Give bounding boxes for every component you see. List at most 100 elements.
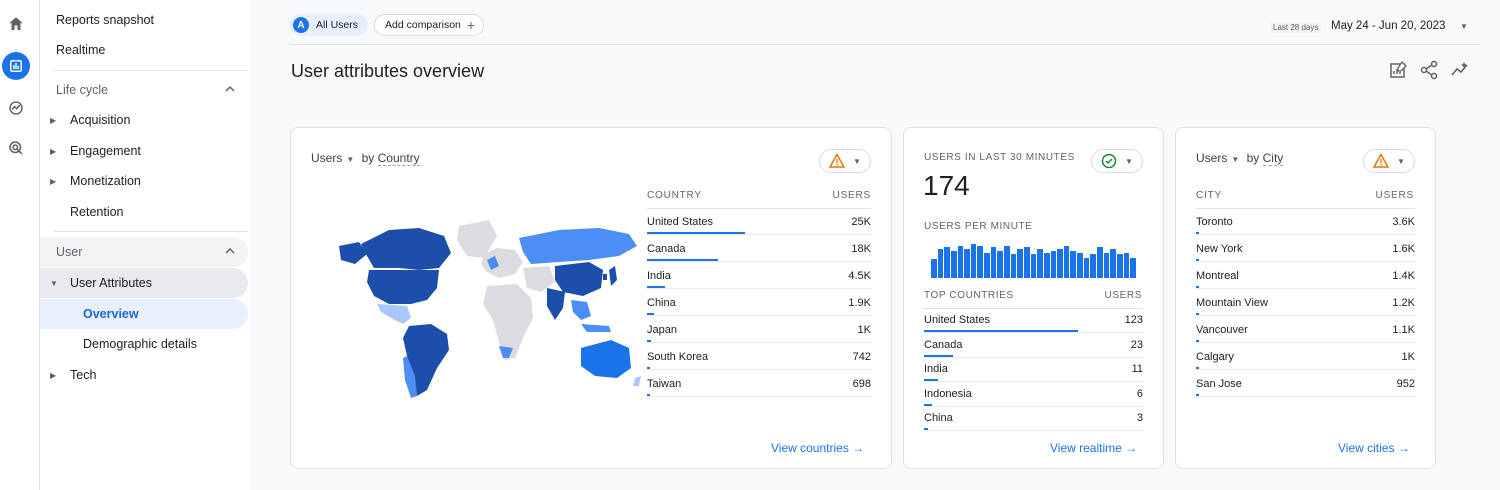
view-realtime-link[interactable]: View realtime → xyxy=(1050,441,1137,455)
advertising-icon[interactable] xyxy=(4,136,28,160)
table-row-value: 6 xyxy=(1136,387,1143,400)
table-row-divider xyxy=(1196,396,1415,397)
view-cities-link[interactable]: View cities → xyxy=(1338,441,1410,455)
nav-engagement[interactable]: ▶ Engagement xyxy=(40,136,248,166)
table-row-label[interactable]: Canada xyxy=(647,243,686,255)
date-range-picker[interactable]: May 24 - Jun 20, 2023 xyxy=(1331,20,1446,32)
country-card: Users ▼ by Country ▼ xyxy=(290,127,892,469)
table-row-divider xyxy=(924,430,1143,431)
map-region-uk xyxy=(487,256,499,270)
explore-icon[interactable] xyxy=(4,96,28,120)
table-row-label[interactable]: San Jose xyxy=(1196,378,1242,390)
nav-user-attributes[interactable]: ▼ User Attributes xyxy=(40,268,248,298)
table-row-label[interactable]: China xyxy=(647,297,676,309)
map-region-africa xyxy=(483,284,533,360)
customize-report-icon[interactable] xyxy=(1388,60,1408,80)
table-row-label[interactable]: India xyxy=(924,363,948,375)
users-per-minute-bar xyxy=(970,244,977,278)
table-row-bar xyxy=(647,286,665,288)
column-header-divider xyxy=(1196,208,1415,209)
table-row-label[interactable]: Indonesia xyxy=(924,387,972,400)
table-row-label[interactable]: Taiwan xyxy=(647,378,682,390)
all-users-chip[interactable]: A All Users xyxy=(290,14,369,36)
chevron-up-icon xyxy=(225,85,235,92)
users-per-minute-bar xyxy=(1130,257,1136,278)
chevron-up-icon xyxy=(225,247,235,254)
dimension-selector[interactable]: City xyxy=(1262,151,1284,166)
date-preset-label: Last 28 days xyxy=(1270,22,1322,33)
table-row-divider xyxy=(647,396,871,397)
users-per-minute-bar xyxy=(977,245,984,278)
map-region-mexico xyxy=(377,304,411,324)
nav-panel: Reports snapshot Realtime Life cycle ▶ A… xyxy=(40,0,250,490)
caret-down-icon[interactable]: ▼ xyxy=(1460,22,1468,31)
nav-reports-snapshot[interactable]: Reports snapshot xyxy=(40,5,248,35)
table-row-divider xyxy=(647,288,871,289)
table-row-label[interactable]: United States xyxy=(924,314,991,326)
table-row-value: 952 xyxy=(1396,378,1415,390)
metric-selector[interactable]: Users xyxy=(1196,151,1228,165)
nav-monetization[interactable]: ▶ Monetization xyxy=(40,166,248,196)
table-row-value: 1.4K xyxy=(1392,270,1415,282)
table-row-value: 1.1K xyxy=(1392,324,1415,336)
map-region-korea xyxy=(603,274,607,280)
table-row-label[interactable]: South Korea xyxy=(647,351,709,363)
nav-section-lifecycle[interactable]: Life cycle xyxy=(40,75,248,105)
page-title: User attributes overview xyxy=(291,61,485,81)
map-region-south-africa xyxy=(499,346,513,358)
view-countries-label: View countries xyxy=(771,441,849,455)
home-icon[interactable] xyxy=(4,12,28,36)
nav-tech[interactable]: ▶ Tech xyxy=(40,360,248,390)
caret-down-icon: ▼ xyxy=(50,278,58,288)
dimension-selector[interactable]: Country xyxy=(377,151,420,166)
caret-down-icon[interactable]: ▼ xyxy=(1231,155,1240,164)
insights-icon[interactable] xyxy=(1450,60,1470,80)
table-row-label[interactable]: Toronto xyxy=(1196,216,1233,228)
table-row-bar xyxy=(1196,286,1199,288)
nav-retention[interactable]: Retention xyxy=(40,197,248,227)
metric-selector[interactable]: Users xyxy=(311,151,343,165)
map-region-europe xyxy=(481,248,523,278)
nav-section-user[interactable]: User xyxy=(40,237,248,267)
nav-realtime[interactable]: Realtime xyxy=(40,35,248,65)
users-per-minute-bar xyxy=(1037,249,1043,278)
table-row-label[interactable]: India xyxy=(647,270,671,282)
table-row-bar xyxy=(647,394,650,396)
data-quality-chip[interactable]: ▼ xyxy=(819,149,871,173)
users-per-minute-bar xyxy=(997,250,1004,278)
table-row-label[interactable]: Japan xyxy=(647,324,677,336)
table-row-label[interactable]: New York xyxy=(1196,243,1243,255)
world-map[interactable] xyxy=(319,208,649,408)
table-row-label[interactable]: United States xyxy=(647,216,714,228)
table-row-label[interactable]: Canada xyxy=(924,338,963,351)
users-per-minute-chart[interactable] xyxy=(931,244,1136,278)
add-comparison-button[interactable]: Add comparison + xyxy=(374,14,485,36)
nav-divider xyxy=(54,70,248,71)
table-row-bar xyxy=(647,232,745,234)
realtime-status-chip[interactable]: ▼ xyxy=(1091,149,1143,173)
table-row-label[interactable]: Montreal xyxy=(1196,270,1239,282)
map-region-new-zealand xyxy=(633,376,641,386)
table-row-label[interactable]: Vancouver xyxy=(1196,324,1248,336)
table-row-divider xyxy=(1196,261,1415,262)
data-quality-chip[interactable]: ▼ xyxy=(1363,149,1415,173)
users-per-minute-bar xyxy=(1123,252,1130,278)
nav-demographic-details[interactable]: Demographic details xyxy=(40,329,248,359)
country-column-header: COUNTRY xyxy=(647,190,702,201)
caret-down-icon[interactable]: ▼ xyxy=(346,155,355,164)
world-map-svg xyxy=(339,220,641,398)
table-row-label[interactable]: Mountain View xyxy=(1196,297,1268,309)
table-row-value: 742 xyxy=(852,351,871,363)
nav-label: Reports snapshot xyxy=(56,13,154,27)
view-countries-link[interactable]: View countries → xyxy=(771,441,864,455)
map-region-australia xyxy=(581,340,631,378)
share-icon[interactable] xyxy=(1419,60,1439,80)
table-row-label[interactable]: Calgary xyxy=(1196,351,1234,363)
nav-acquisition[interactable]: ▶ Acquisition xyxy=(40,105,248,135)
reports-icon[interactable] xyxy=(2,52,30,80)
nav-overview[interactable]: Overview xyxy=(40,299,248,329)
table-row-bar xyxy=(1196,367,1199,369)
table-row-label[interactable]: China xyxy=(924,412,953,424)
users-per-minute-bar xyxy=(1030,254,1037,278)
table-row-value: 698 xyxy=(852,378,871,390)
